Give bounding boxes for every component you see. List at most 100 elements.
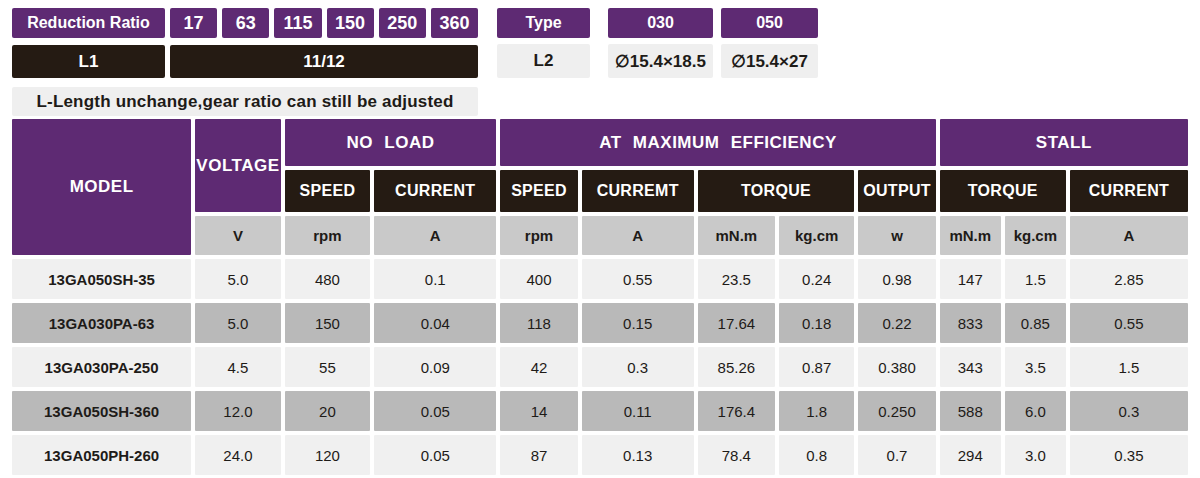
unit-cell: A bbox=[1070, 216, 1188, 255]
l1-label: L1 bbox=[12, 45, 165, 78]
model-cell: 13GA030PA-63 bbox=[12, 303, 191, 343]
group-max-efficiency: AT MAXIMUM EFFICIENCY bbox=[500, 119, 935, 166]
l2-value-050: ∅15.4×27 bbox=[721, 44, 818, 78]
type-table: Type 030 050 L2 ∅15.4×18.5 ∅15.4×27 bbox=[497, 8, 818, 78]
value-cell: 480 bbox=[285, 259, 371, 299]
ratio-value-150: 150 bbox=[327, 8, 374, 38]
subheader-maxeff-output: OUTPUT bbox=[858, 170, 935, 212]
value-cell: 23.5 bbox=[698, 259, 775, 299]
value-cell: 0.8 bbox=[779, 435, 854, 475]
value-cell: 0.55 bbox=[582, 259, 694, 299]
type-header: Type bbox=[497, 8, 590, 38]
l1-value: 11/12 bbox=[170, 45, 478, 78]
value-cell: 120 bbox=[285, 435, 371, 475]
unit-cell: rpm bbox=[285, 216, 371, 255]
unit-cell: A bbox=[582, 216, 694, 255]
value-cell: 85.26 bbox=[698, 347, 775, 387]
model-cell: 13GA050PH-260 bbox=[12, 435, 191, 475]
unit-cell: A bbox=[374, 216, 496, 255]
value-cell: 5.0 bbox=[195, 259, 281, 299]
table-row: 13GA050SH-360 12.0 20 0.05 14 0.11 176.4… bbox=[12, 391, 1188, 431]
subheader-noload-speed: SPEED bbox=[285, 170, 371, 212]
spec-table: MODEL VOLTAGE NO LOAD AT MAXIMUM EFFICIE… bbox=[8, 115, 1192, 478]
ratio-value-63: 63 bbox=[222, 8, 269, 38]
value-cell: 400 bbox=[500, 259, 577, 299]
group-no-load: NO LOAD bbox=[285, 119, 497, 166]
value-cell: 0.18 bbox=[779, 303, 854, 343]
subheader-maxeff-speed: SPEED bbox=[500, 170, 577, 212]
value-cell: 0.250 bbox=[858, 391, 935, 431]
value-cell: 3.5 bbox=[1005, 347, 1066, 387]
value-cell: 3.0 bbox=[1005, 435, 1066, 475]
value-cell: 0.13 bbox=[582, 435, 694, 475]
voltage-header-cell: VOLTAGE bbox=[195, 119, 281, 212]
value-cell: 1.5 bbox=[1005, 259, 1066, 299]
unit-cell: V bbox=[195, 216, 281, 255]
value-cell: 176.4 bbox=[698, 391, 775, 431]
value-cell: 4.5 bbox=[195, 347, 281, 387]
model-cell: 13GA050SH-360 bbox=[12, 391, 191, 431]
unit-cell: kg.cm bbox=[779, 216, 854, 255]
unit-cell: mN.m bbox=[940, 216, 1001, 255]
value-cell: 0.09 bbox=[374, 347, 496, 387]
unit-cell: mN.m bbox=[698, 216, 775, 255]
ratio-value-250: 250 bbox=[379, 8, 426, 38]
type-column-030: 030 bbox=[608, 8, 713, 38]
subheader-maxeff-torque: TORQUE bbox=[698, 170, 855, 212]
value-cell: 0.05 bbox=[374, 391, 496, 431]
l2-value-030: ∅15.4×18.5 bbox=[608, 44, 713, 78]
value-cell: 0.24 bbox=[779, 259, 854, 299]
value-cell: 0.87 bbox=[779, 347, 854, 387]
subheader-stall-current: CURRENT bbox=[1070, 170, 1188, 212]
subheader-maxeff-current: CURREMT bbox=[582, 170, 694, 212]
value-cell: 78.4 bbox=[698, 435, 775, 475]
value-cell: 55 bbox=[285, 347, 371, 387]
value-cell: 1.5 bbox=[1070, 347, 1188, 387]
value-cell: 0.85 bbox=[1005, 303, 1066, 343]
unit-cell: rpm bbox=[500, 216, 577, 255]
value-cell: 118 bbox=[500, 303, 577, 343]
value-cell: 2.85 bbox=[1070, 259, 1188, 299]
reduction-ratio-header: Reduction Ratio bbox=[12, 8, 165, 38]
value-cell: 343 bbox=[940, 347, 1001, 387]
value-cell: 5.0 bbox=[195, 303, 281, 343]
unit-cell: w bbox=[858, 216, 935, 255]
value-cell: 17.64 bbox=[698, 303, 775, 343]
value-cell: 20 bbox=[285, 391, 371, 431]
value-cell: 147 bbox=[940, 259, 1001, 299]
unit-cell: kg.cm bbox=[1005, 216, 1066, 255]
value-cell: 0.3 bbox=[1070, 391, 1188, 431]
subheader-noload-current: CURRENT bbox=[374, 170, 496, 212]
table-row: 13GA050SH-35 5.0 480 0.1 400 0.55 23.5 0… bbox=[12, 259, 1188, 299]
table-row: 13GA030PA-63 5.0 150 0.04 118 0.15 17.64… bbox=[12, 303, 1188, 343]
value-cell: 1.8 bbox=[779, 391, 854, 431]
value-cell: 0.7 bbox=[858, 435, 935, 475]
note-text: L-Length unchange,gear ratio can still b… bbox=[12, 87, 478, 116]
ratio-value-17: 17 bbox=[170, 8, 217, 38]
table-row: 13GA030PA-250 4.5 55 0.09 42 0.3 85.26 0… bbox=[12, 347, 1188, 387]
value-cell: 833 bbox=[940, 303, 1001, 343]
value-cell: 0.15 bbox=[582, 303, 694, 343]
value-cell: 0.1 bbox=[374, 259, 496, 299]
value-cell: 150 bbox=[285, 303, 371, 343]
value-cell: 24.0 bbox=[195, 435, 281, 475]
value-cell: 0.55 bbox=[1070, 303, 1188, 343]
group-stall: STALL bbox=[940, 119, 1188, 166]
ratio-value-115: 115 bbox=[274, 8, 321, 38]
value-cell: 0.98 bbox=[858, 259, 935, 299]
value-cell: 87 bbox=[500, 435, 577, 475]
value-cell: 0.11 bbox=[582, 391, 694, 431]
model-cell: 13GA030PA-250 bbox=[12, 347, 191, 387]
value-cell: 12.0 bbox=[195, 391, 281, 431]
subheader-stall-torque: TORQUE bbox=[940, 170, 1066, 212]
value-cell: 42 bbox=[500, 347, 577, 387]
model-header-cell: MODEL bbox=[12, 119, 191, 255]
type-column-050: 050 bbox=[721, 8, 818, 38]
table-row: 13GA050PH-260 24.0 120 0.05 87 0.13 78.4… bbox=[12, 435, 1188, 475]
value-cell: 0.3 bbox=[582, 347, 694, 387]
value-cell: 294 bbox=[940, 435, 1001, 475]
ratio-value-360: 360 bbox=[431, 8, 478, 38]
value-cell: 0.05 bbox=[374, 435, 496, 475]
value-cell: 588 bbox=[940, 391, 1001, 431]
value-cell: 14 bbox=[500, 391, 577, 431]
